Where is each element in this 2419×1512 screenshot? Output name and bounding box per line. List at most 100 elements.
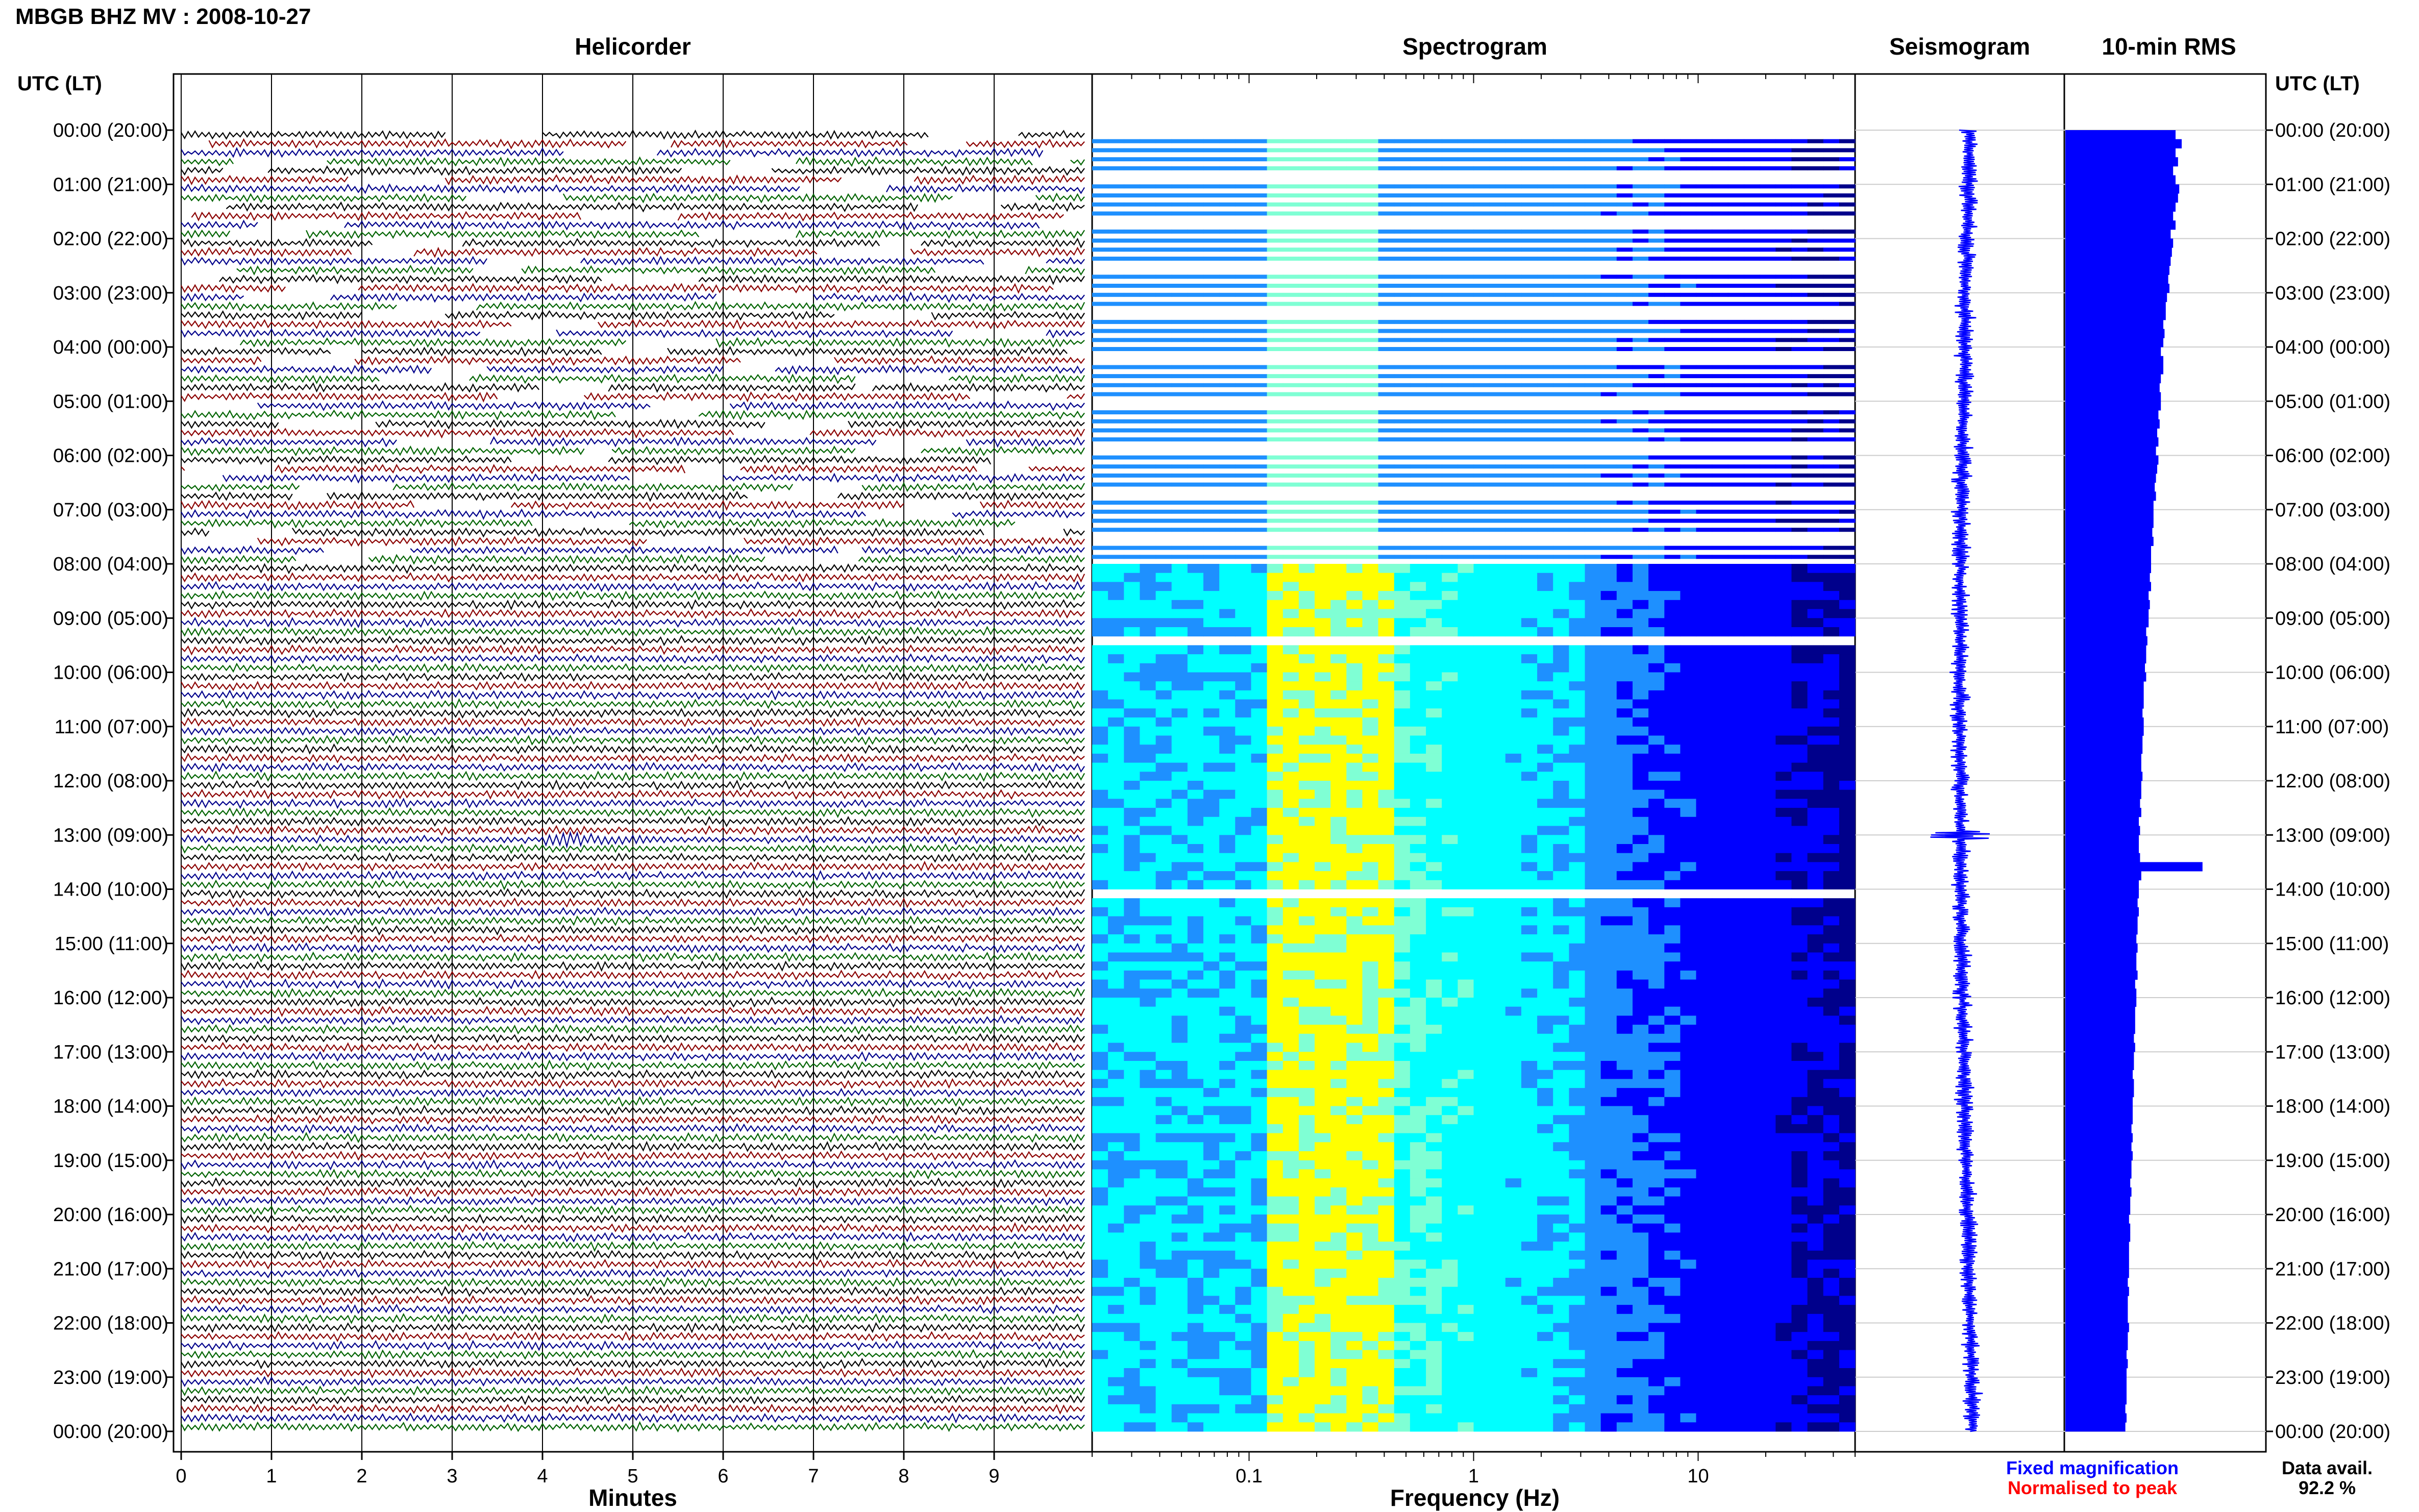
spectrogram-cell [1633, 1043, 1649, 1052]
spectrogram-cell [1569, 1097, 1586, 1106]
spectrogram-cell [1839, 284, 1856, 288]
spectrogram-cell [1330, 799, 1347, 808]
spectrogram-cell [1267, 988, 1283, 998]
spectrogram-cell [1251, 835, 1268, 845]
spectrogram-cell [1458, 1033, 1474, 1043]
spectrogram-cell [1585, 1070, 1601, 1079]
spectrogram-cell [1537, 455, 1553, 460]
spectrogram-cell [1505, 925, 1522, 935]
spectrogram-cell [1378, 275, 1395, 279]
spectrogram-cell [1505, 717, 1522, 727]
spectrogram-cell [1505, 509, 1522, 514]
spectrogram-cell [1251, 247, 1268, 252]
spectrogram-cell [1203, 555, 1220, 559]
spectrogram-cell [1092, 1106, 1108, 1116]
spectrogram-cell [1760, 591, 1776, 601]
spectrogram-cell [1187, 961, 1204, 971]
spectrogram-cell [1712, 546, 1729, 550]
helicorder-trace [181, 409, 1085, 420]
spectrogram-cell [1235, 184, 1251, 189]
spectrogram-cell [1807, 238, 1824, 243]
spectrogram-cell [1346, 808, 1363, 817]
spectrogram-cell [1219, 753, 1236, 763]
spectrogram-cell [1744, 329, 1760, 333]
spectrogram-cell [1267, 717, 1283, 727]
helicorder-x-tick-label: 0 [176, 1466, 186, 1487]
spectrogram-cell [1140, 157, 1156, 162]
spectrogram-cell [1648, 166, 1665, 170]
spectrogram-cell [1442, 528, 1458, 532]
spectrogram-cell [1664, 437, 1681, 442]
spectrogram-cell [1489, 501, 1506, 505]
spectrogram-cell [1727, 528, 1744, 532]
spectrogram-cell [1648, 1079, 1665, 1088]
spectrogram-cell [1760, 816, 1776, 826]
spectrogram-cell [1346, 862, 1363, 872]
spectrogram-cell [1362, 1015, 1379, 1025]
spectrogram-cell [1664, 762, 1681, 772]
spectrogram-cell [1378, 455, 1395, 460]
spectrogram-cell [1696, 329, 1713, 333]
spectrogram-cell [1124, 844, 1140, 854]
spectrogram-cell [1600, 952, 1617, 962]
spectrogram-cell [1410, 961, 1426, 971]
spectrogram-cell [1362, 1070, 1379, 1079]
spectrogram-cell [1346, 319, 1363, 324]
spectrogram-cell [1616, 816, 1633, 826]
spectrogram-cell [1251, 392, 1268, 396]
spectrogram-cell [1664, 573, 1681, 582]
spectrogram-cell [1346, 509, 1363, 514]
spectrogram-cell [1394, 988, 1411, 998]
spectrogram-cell [1108, 979, 1124, 989]
spectrogram-cell [1219, 1079, 1236, 1088]
spectrogram-cell [1378, 699, 1395, 709]
spectrogram-cell [1442, 970, 1458, 980]
spectrogram-cell [1823, 663, 1840, 673]
spectrogram-cell [1458, 1052, 1474, 1061]
spectrogram-cell [1585, 970, 1601, 980]
spectrogram-cell [1521, 916, 1538, 926]
spectrogram-cell [1696, 880, 1713, 889]
spectrogram-cell [1267, 1025, 1283, 1034]
spectrogram-cell [1775, 292, 1792, 297]
spectrogram-cell [1378, 437, 1395, 442]
spectrogram-cell [1537, 374, 1553, 379]
spectrogram-cell [1140, 835, 1156, 845]
spectrogram-cell [1569, 238, 1586, 243]
spectrogram-cell [1394, 509, 1411, 514]
spectrogram-cell [1569, 275, 1586, 279]
spectrogram-cell [1282, 835, 1299, 845]
spectrogram-cell [1712, 428, 1729, 433]
spectrogram-cell [1760, 672, 1776, 682]
spectrogram-cell [1330, 501, 1347, 505]
spectrogram-cell [1633, 139, 1649, 143]
helicorder-trace [181, 183, 1085, 194]
spectrogram-cell [1633, 952, 1649, 962]
spectrogram-cell [1727, 292, 1744, 297]
spectrogram-cell [1140, 708, 1156, 718]
spectrogram-cell [1298, 645, 1315, 655]
spectrogram-cell [1775, 970, 1792, 980]
spectrogram-cell [1521, 726, 1538, 736]
spectrogram-cell [1696, 211, 1713, 216]
spectrogram-cell [1282, 772, 1299, 781]
spectrogram-cell [1410, 762, 1426, 772]
spectrogram-cell [1696, 419, 1713, 424]
spectrogram-cell [1092, 319, 1108, 324]
spectrogram-cell [1362, 275, 1379, 279]
spectrogram-cell [1727, 781, 1744, 790]
spectrogram-cell [1760, 256, 1776, 261]
spectrogram-cell [1282, 482, 1299, 487]
spectrogram-cell [1171, 816, 1188, 826]
spectrogram-cell [1362, 383, 1379, 387]
spectrogram-cell [1282, 808, 1299, 817]
spectrogram-cell [1362, 591, 1379, 601]
spectrogram-cell [1219, 808, 1236, 817]
spectrogram-cell [1823, 455, 1840, 460]
spectrogram-cell [1330, 808, 1347, 817]
spectrogram-cell [1298, 799, 1315, 808]
spectrogram-cell [1505, 699, 1522, 709]
spectrogram-cell [1330, 410, 1347, 414]
spectrogram-cell [1124, 1115, 1140, 1125]
spectrogram-cell [1394, 428, 1411, 433]
